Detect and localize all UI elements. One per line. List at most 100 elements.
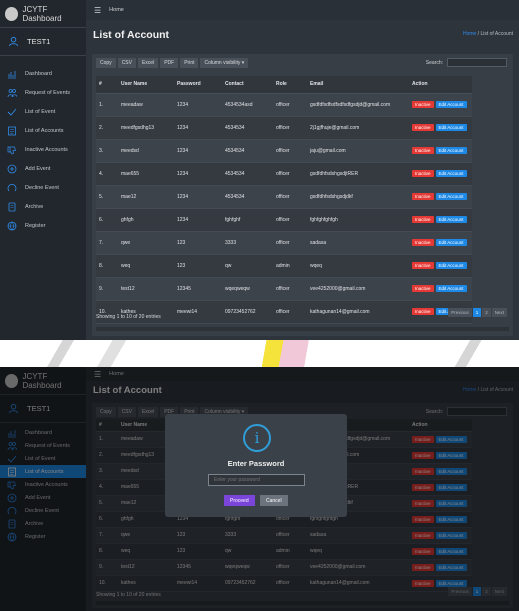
- inactive-button[interactable]: Inactive: [412, 101, 434, 108]
- cancel-button[interactable]: Cancel: [260, 495, 288, 506]
- column-visibility-button[interactable]: Column visibility ▾: [200, 407, 249, 417]
- column-header-username[interactable]: User Name: [118, 419, 174, 432]
- column-header-action[interactable]: Action: [409, 419, 472, 432]
- edit-account-button[interactable]: Edit Account: [435, 285, 467, 292]
- copy-button[interactable]: Copy: [96, 58, 116, 68]
- sidebar-item-archive[interactable]: Archive: [0, 517, 86, 530]
- pagination-next[interactable]: Next: [491, 308, 507, 317]
- edit-account-button[interactable]: Edit Account: [435, 451, 467, 459]
- inactive-button[interactable]: Inactive: [412, 483, 434, 491]
- breadcrumb-home[interactable]: Home: [462, 387, 477, 393]
- horizontal-scrollbar[interactable]: [96, 601, 509, 605]
- sidebar-item-list-of-event[interactable]: List of Event: [0, 452, 86, 465]
- proceed-button[interactable]: Proceed: [224, 495, 255, 506]
- pagination-page-2[interactable]: 2: [482, 587, 491, 596]
- edit-account-button[interactable]: Edit Account: [435, 147, 467, 154]
- inactive-button[interactable]: Inactive: [412, 193, 434, 200]
- breadcrumb-home[interactable]: Home: [462, 31, 477, 37]
- pdf-button[interactable]: PDF: [160, 407, 179, 417]
- print-button[interactable]: Print: [180, 58, 199, 68]
- edit-account-button[interactable]: Edit Account: [435, 531, 467, 539]
- edit-account-button[interactable]: Edit Account: [435, 547, 467, 555]
- excel-button[interactable]: Excel: [137, 58, 159, 68]
- inactive-button[interactable]: Inactive: [412, 499, 434, 507]
- search-input[interactable]: [447, 58, 507, 67]
- sidebar-item-list-of-event[interactable]: List of Event: [0, 102, 86, 121]
- column-visibility-button[interactable]: Column visibility ▾: [200, 58, 249, 68]
- sidebar-item-inactive-accounts[interactable]: Inactive Accounts: [0, 140, 86, 159]
- inactive-button[interactable]: Inactive: [412, 435, 434, 443]
- edit-account-button[interactable]: Edit Account: [435, 262, 467, 269]
- print-button[interactable]: Print: [180, 407, 199, 417]
- horizontal-scrollbar[interactable]: [96, 327, 509, 331]
- user-panel[interactable]: TEST1: [0, 395, 86, 423]
- sidebar-item-dashboard[interactable]: Dashboard: [0, 64, 86, 83]
- search-input[interactable]: [447, 407, 507, 416]
- inactive-button[interactable]: Inactive: [412, 285, 434, 292]
- inactive-button[interactable]: Inactive: [412, 124, 434, 131]
- edit-account-button[interactable]: Edit Account: [435, 193, 467, 200]
- edit-account-button[interactable]: Edit Account: [435, 515, 467, 523]
- sidebar-item-add-event[interactable]: Add Event: [0, 159, 86, 178]
- pagination-next[interactable]: Next: [491, 587, 507, 596]
- topbar-home-link[interactable]: Home: [109, 7, 124, 13]
- sidebar-item-register[interactable]: Register: [0, 216, 86, 235]
- csv-button[interactable]: CSV: [117, 58, 136, 68]
- password-input[interactable]: [208, 474, 305, 486]
- inactive-button[interactable]: Inactive: [412, 515, 434, 523]
- edit-account-button[interactable]: Edit Account: [435, 170, 467, 177]
- modal-backdrop[interactable]: i Enter Password Proceed Cancel: [0, 367, 519, 611]
- sidebar-item-archive[interactable]: Archive: [0, 197, 86, 216]
- pagination-page-1[interactable]: 1: [472, 308, 482, 317]
- excel-button[interactable]: Excel: [137, 407, 159, 417]
- column-header-contact[interactable]: Contact: [222, 76, 273, 94]
- sidebar-item-list-of-accounts[interactable]: List of Accounts: [0, 465, 86, 478]
- pdf-button[interactable]: PDF: [160, 58, 179, 68]
- copy-button[interactable]: Copy: [96, 407, 116, 417]
- edit-account-button[interactable]: Edit Account: [435, 467, 467, 475]
- edit-account-button[interactable]: Edit Account: [435, 124, 467, 131]
- hamburger-icon[interactable]: ☰: [94, 5, 102, 15]
- column-header-password[interactable]: Password: [174, 76, 222, 94]
- inactive-button[interactable]: Inactive: [412, 451, 434, 459]
- inactive-button[interactable]: Inactive: [412, 563, 434, 571]
- column-header-email[interactable]: Email: [307, 76, 409, 94]
- inactive-button[interactable]: Inactive: [412, 147, 434, 154]
- column-header-role[interactable]: Role: [273, 76, 307, 94]
- edit-account-button[interactable]: Edit Account: [435, 101, 467, 108]
- inactive-button[interactable]: Inactive: [412, 216, 434, 223]
- brand[interactable]: JCYTF Dashboard: [0, 0, 86, 28]
- column-header-number[interactable]: #: [96, 419, 118, 432]
- sidebar-item-decline-event[interactable]: Decline Event: [0, 504, 86, 517]
- sidebar-item-add-event[interactable]: Add Event: [0, 491, 86, 504]
- pagination-previous[interactable]: Previous: [448, 308, 472, 317]
- edit-account-button[interactable]: Edit Account: [435, 435, 467, 443]
- column-header-username[interactable]: User Name: [118, 76, 174, 94]
- sidebar-item-list-of-accounts[interactable]: List of Accounts: [0, 121, 86, 140]
- edit-account-button[interactable]: Edit Account: [435, 499, 467, 507]
- inactive-button[interactable]: Inactive: [412, 308, 434, 315]
- pagination-page-2[interactable]: 2: [482, 308, 491, 317]
- edit-account-button[interactable]: Edit Account: [435, 216, 467, 223]
- hamburger-icon[interactable]: ☰: [94, 369, 102, 379]
- inactive-button[interactable]: Inactive: [412, 262, 434, 269]
- column-header-number[interactable]: #: [96, 76, 118, 94]
- csv-button[interactable]: CSV: [117, 407, 136, 417]
- inactive-button[interactable]: Inactive: [412, 579, 434, 587]
- topbar-home-link[interactable]: Home: [109, 371, 124, 377]
- sidebar-item-request-of-events[interactable]: Request of Events: [0, 83, 86, 102]
- edit-account-button[interactable]: Edit Account: [435, 239, 467, 246]
- inactive-button[interactable]: Inactive: [412, 467, 434, 475]
- sidebar-item-decline-event[interactable]: Decline Event: [0, 178, 86, 197]
- brand[interactable]: JCYTF Dashboard: [0, 367, 86, 395]
- inactive-button[interactable]: Inactive: [412, 239, 434, 246]
- inactive-button[interactable]: Inactive: [412, 547, 434, 555]
- edit-account-button[interactable]: Edit Account: [435, 483, 467, 491]
- column-header-action[interactable]: Action: [409, 76, 472, 94]
- pagination-previous[interactable]: Previous: [448, 587, 472, 596]
- inactive-button[interactable]: Inactive: [412, 170, 434, 177]
- edit-account-button[interactable]: Edit Account: [435, 579, 467, 587]
- sidebar-item-inactive-accounts[interactable]: Inactive Accounts: [0, 478, 86, 491]
- pagination-page-1[interactable]: 1: [472, 587, 482, 596]
- sidebar-item-request-of-events[interactable]: Request of Events: [0, 439, 86, 452]
